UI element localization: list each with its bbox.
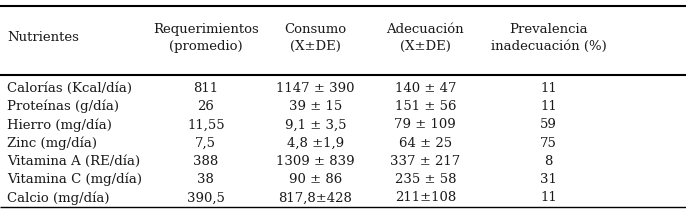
- Text: 390,5: 390,5: [187, 191, 225, 204]
- Text: 9,1 ± 3,5: 9,1 ± 3,5: [285, 119, 346, 131]
- Text: 1309 ± 839: 1309 ± 839: [276, 155, 355, 168]
- Text: 211±108: 211±108: [394, 191, 456, 204]
- Text: Consumo
(X±DE): Consumo (X±DE): [285, 23, 346, 53]
- Text: Adecuación
(X±DE): Adecuación (X±DE): [386, 23, 464, 53]
- Text: 38: 38: [198, 173, 214, 186]
- Text: Zinc (mg/día): Zinc (mg/día): [7, 136, 97, 150]
- Text: Nutrientes: Nutrientes: [7, 31, 79, 44]
- Text: 26: 26: [198, 100, 214, 113]
- Text: 235 ± 58: 235 ± 58: [394, 173, 456, 186]
- Text: 11: 11: [541, 82, 557, 95]
- Text: 39 ± 15: 39 ± 15: [289, 100, 342, 113]
- Text: Calcio (mg/día): Calcio (mg/día): [7, 191, 109, 205]
- Text: Prevalencia
inadecuación (%): Prevalencia inadecuación (%): [491, 23, 606, 53]
- Text: Vitamina A (RE/día): Vitamina A (RE/día): [7, 155, 140, 168]
- Text: 8: 8: [545, 155, 553, 168]
- Text: Proteínas (g/día): Proteínas (g/día): [7, 100, 119, 113]
- Text: 75: 75: [541, 137, 557, 150]
- Text: 90 ± 86: 90 ± 86: [289, 173, 342, 186]
- Text: 811: 811: [193, 82, 218, 95]
- Text: 11: 11: [541, 191, 557, 204]
- Text: 31: 31: [541, 173, 557, 186]
- Text: 11: 11: [541, 100, 557, 113]
- Text: 388: 388: [193, 155, 218, 168]
- Text: 151 ± 56: 151 ± 56: [394, 100, 456, 113]
- Text: 817,8±428: 817,8±428: [279, 191, 353, 204]
- Text: 7,5: 7,5: [196, 137, 216, 150]
- Text: Vitamina C (mg/día): Vitamina C (mg/día): [7, 173, 142, 186]
- Text: 59: 59: [541, 119, 557, 131]
- Text: Requerimientos
(promedio): Requerimientos (promedio): [153, 23, 259, 53]
- Text: 140 ± 47: 140 ± 47: [394, 82, 456, 95]
- Text: 79 ± 109: 79 ± 109: [394, 119, 456, 131]
- Text: 11,55: 11,55: [187, 119, 224, 131]
- Text: 4,8 ±1,9: 4,8 ±1,9: [287, 137, 344, 150]
- Text: 337 ± 217: 337 ± 217: [390, 155, 460, 168]
- Text: 1147 ± 390: 1147 ± 390: [276, 82, 355, 95]
- Text: Calorías (Kcal/día): Calorías (Kcal/día): [7, 82, 132, 95]
- Text: Hierro (mg/día): Hierro (mg/día): [7, 118, 112, 132]
- Text: 64 ± 25: 64 ± 25: [399, 137, 452, 150]
